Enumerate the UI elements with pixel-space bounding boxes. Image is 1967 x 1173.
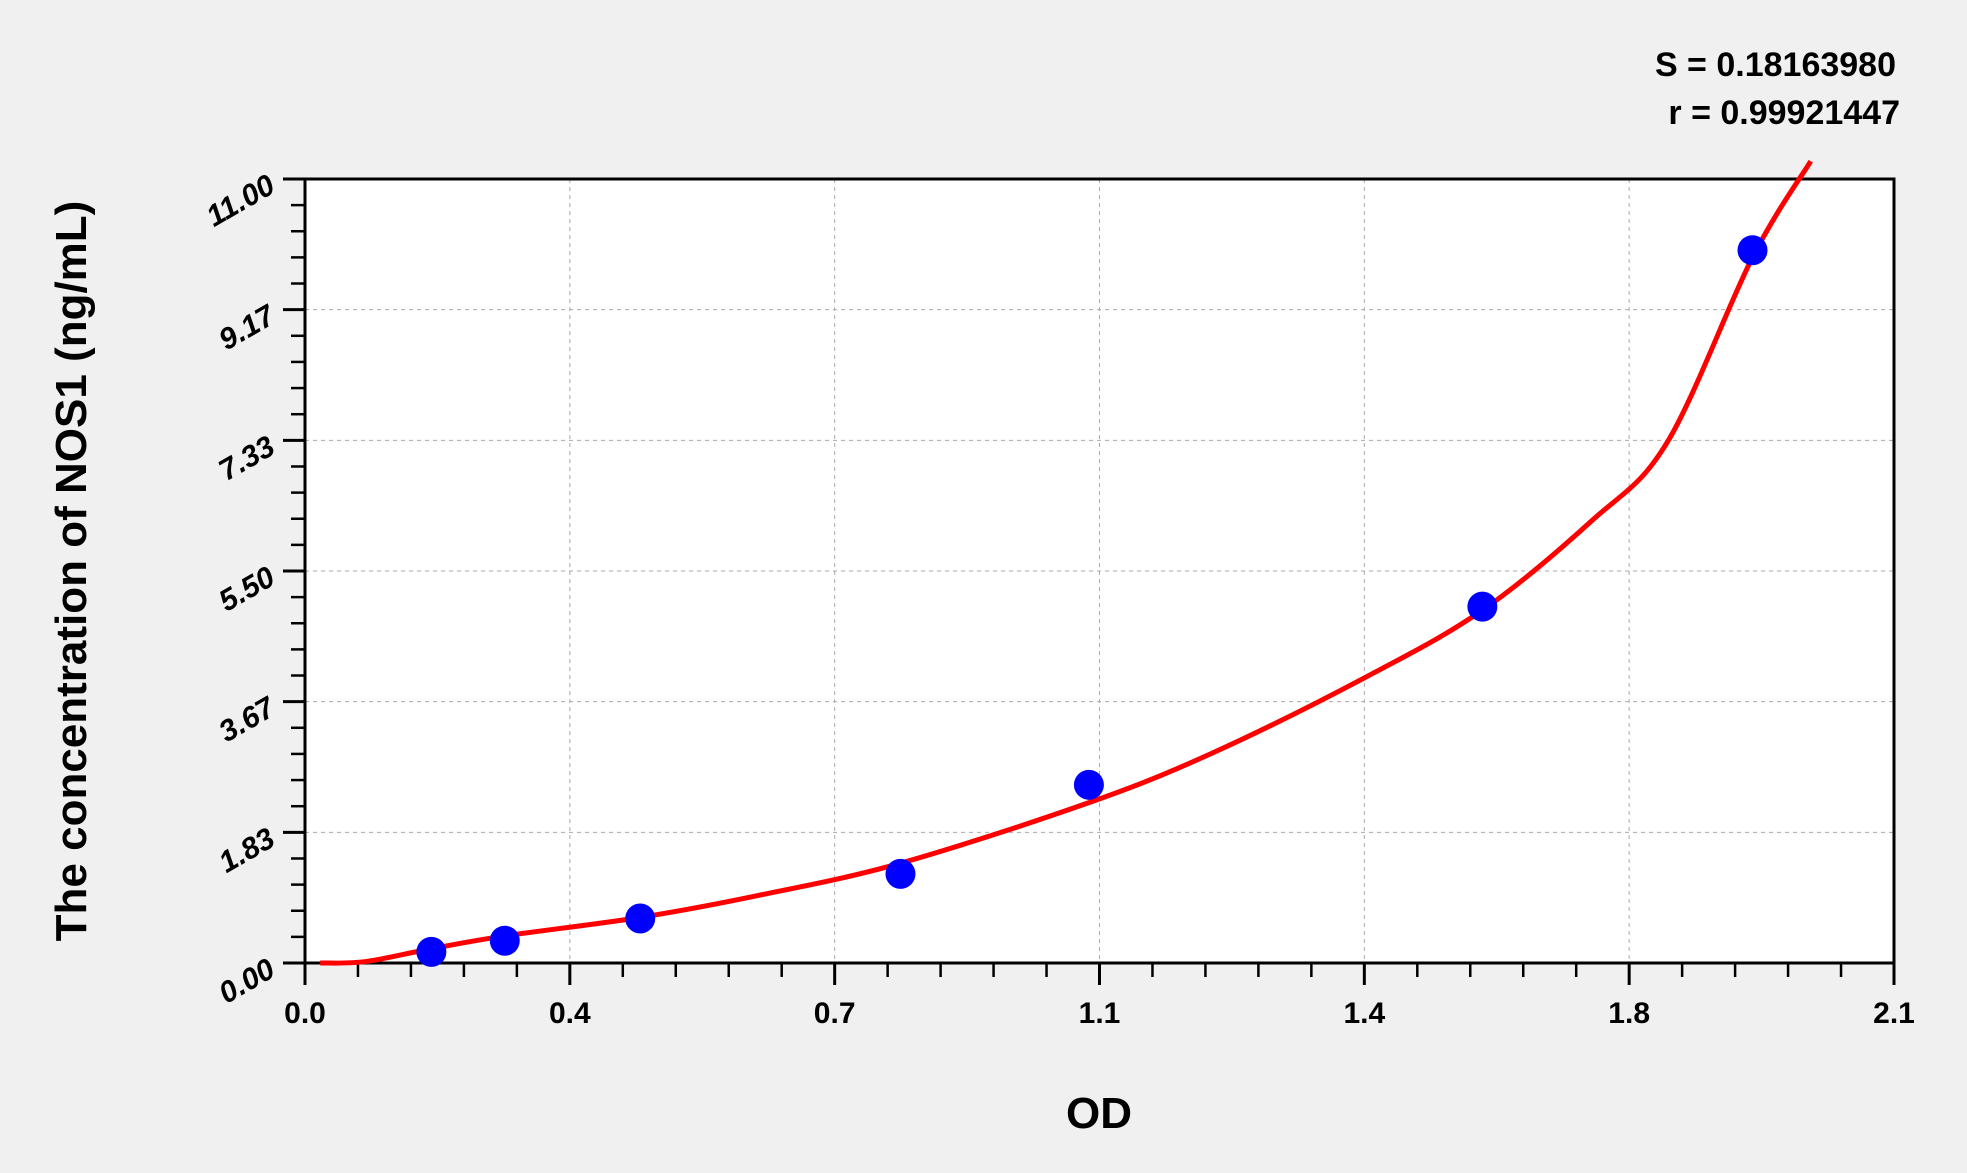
- x-tick-label: 0.4: [549, 997, 591, 1030]
- y-tick-label: 11.00: [201, 168, 281, 233]
- y-tick-label: 5.50: [213, 560, 280, 618]
- y-tick-label: 0.00: [213, 952, 280, 1010]
- x-tick-label: 0.7: [814, 997, 856, 1030]
- y-tick-labels: 0.00 1.83 3.67 5.50 7.33 9.17 11.00: [201, 168, 282, 1010]
- data-point: [1737, 235, 1768, 266]
- data-point: [625, 903, 656, 934]
- x-tick-label: 1.8: [1608, 997, 1650, 1030]
- grid: [305, 179, 1894, 963]
- x-tick-label: 2.1: [1873, 997, 1915, 1030]
- x-axis-title: OD: [1066, 1089, 1132, 1138]
- data-point: [1073, 769, 1104, 800]
- x-tick-label: 0.0: [284, 997, 326, 1030]
- x-tick-label: 1.4: [1343, 997, 1385, 1030]
- plot-frame: [303, 177, 1896, 965]
- stat-s: S = 0.18163980: [1655, 46, 1896, 84]
- data-points: [416, 235, 1768, 967]
- y-tick-label: 9.17: [213, 298, 281, 356]
- data-point: [1467, 591, 1498, 622]
- x-tick-label: 1.1: [1079, 997, 1121, 1030]
- minor-ticks: [283, 177, 1896, 985]
- x-tick-labels: 0.0 0.4 0.7 1.1 1.4 1.8 2.1: [284, 997, 1915, 1030]
- data-point: [416, 936, 447, 967]
- y-tick-label: 7.33: [213, 430, 280, 488]
- y-tick-label: 3.67: [213, 690, 281, 748]
- y-tick-label: 1.83: [213, 822, 280, 880]
- data-point: [489, 925, 520, 956]
- data-point: [885, 858, 916, 889]
- y-axis-title: The concentration of NOS1 (ng/mL): [47, 201, 96, 942]
- stat-r: r = 0.99921447: [1668, 94, 1900, 132]
